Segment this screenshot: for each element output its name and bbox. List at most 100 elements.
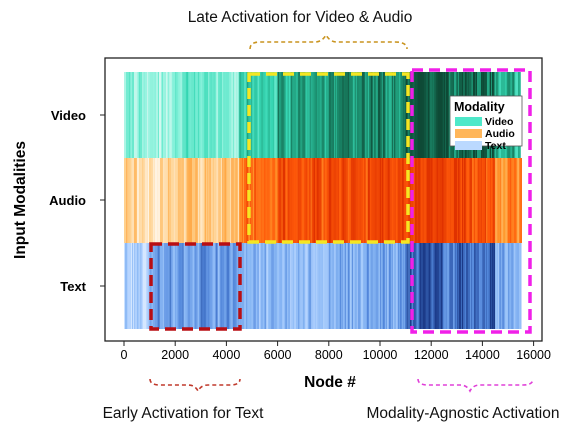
x-axis-ticks: 0 2000 4000 6000 8000 10000 12000 14000 16000 xyxy=(121,341,551,362)
heat-streak-video xyxy=(129,72,131,158)
heat-streak-audio xyxy=(216,158,219,243)
heat-streak-text xyxy=(169,243,171,329)
heat-streak-audio xyxy=(488,158,491,243)
heat-streak-video xyxy=(148,72,150,158)
heat-streak-video xyxy=(422,72,424,158)
heat-streak-text xyxy=(140,243,142,329)
heat-streak-audio xyxy=(302,158,304,243)
heat-streak-video xyxy=(195,72,197,158)
heat-streak-video xyxy=(341,72,345,158)
heat-streak-video xyxy=(347,72,350,158)
legend-label-video: Video xyxy=(485,116,513,128)
heat-streak-text xyxy=(470,243,472,329)
heat-streak-video xyxy=(359,72,363,158)
heat-streak-text xyxy=(388,243,392,329)
heat-streak-audio xyxy=(278,158,282,243)
heat-streak-audio xyxy=(430,158,433,243)
heat-streak-audio xyxy=(343,158,346,243)
heat-streak-text xyxy=(188,243,190,329)
heat-streak-audio xyxy=(297,158,299,243)
heat-streak-text xyxy=(444,243,447,329)
y-tick-label-text: Text xyxy=(60,279,86,294)
heat-streak-audio xyxy=(495,158,498,243)
heat-streak-audio xyxy=(293,158,296,243)
heat-streak-audio xyxy=(205,158,207,243)
heat-streak-video xyxy=(313,72,316,158)
heat-streak-text xyxy=(242,243,244,329)
x-tick-label-16000: 16000 xyxy=(516,348,551,362)
heat-streak-video xyxy=(223,72,225,158)
heat-streak-video xyxy=(132,72,135,158)
heat-streak-text xyxy=(382,243,386,329)
heat-streak-audio xyxy=(444,158,446,243)
heat-streak-audio xyxy=(153,158,155,243)
heat-streak-video xyxy=(355,72,357,158)
heat-streak-text xyxy=(505,243,508,329)
heat-streak-text xyxy=(307,243,309,329)
heat-streak-video xyxy=(404,72,406,158)
heat-streak-video xyxy=(324,72,327,158)
heat-streak-video xyxy=(306,72,309,158)
heat-streak-video xyxy=(252,72,255,158)
heat-streak-text xyxy=(134,243,136,329)
heat-streak-video xyxy=(398,72,401,158)
heat-streak-video xyxy=(220,72,222,158)
heat-streak-text xyxy=(399,243,402,329)
heat-streak-video xyxy=(236,72,238,158)
heat-streak-text xyxy=(303,243,305,329)
heat-streak-audio xyxy=(298,158,302,243)
heat-streak-audio xyxy=(498,158,501,243)
heat-streak-video xyxy=(415,72,419,158)
heat-streak-audio xyxy=(423,158,427,243)
brace-early-activation xyxy=(149,378,241,393)
heat-streak-audio xyxy=(267,158,269,243)
heat-streak-text xyxy=(305,243,308,329)
heat-streak-audio xyxy=(192,158,195,243)
heat-streak-video xyxy=(194,72,196,158)
heat-streak-audio xyxy=(470,158,473,243)
heat-streak-audio xyxy=(250,158,252,243)
heat-streak-text xyxy=(352,243,355,329)
x-tick-label-4000: 4000 xyxy=(212,348,240,362)
legend-label-audio: Audio xyxy=(485,128,515,140)
heat-streak-video xyxy=(427,72,429,158)
heat-streak-video xyxy=(321,72,325,158)
heat-streak-text xyxy=(509,243,512,329)
heat-streak-audio xyxy=(374,158,377,243)
heat-streak-audio xyxy=(226,158,229,243)
heat-streak-text xyxy=(347,243,350,329)
heat-streak-audio xyxy=(220,158,222,243)
heat-streak-text xyxy=(247,243,251,329)
heat-streak-audio xyxy=(369,158,372,243)
heat-streak-text xyxy=(453,243,455,329)
heat-streak-text xyxy=(391,243,393,329)
heat-streak-audio xyxy=(381,158,384,243)
heat-streak-video xyxy=(429,72,433,158)
heat-streak-text xyxy=(370,243,374,329)
heat-streak-video xyxy=(328,72,332,158)
heat-streak-audio xyxy=(517,158,520,243)
heat-streak-audio xyxy=(296,158,299,243)
heat-streak-video xyxy=(241,72,243,158)
heat-streak-audio xyxy=(155,158,158,243)
heat-streak-audio xyxy=(503,158,507,243)
heat-streak-audio xyxy=(433,158,435,243)
heat-streak-video xyxy=(349,72,353,158)
heat-streak-text xyxy=(334,243,336,329)
heat-streak-video xyxy=(237,72,239,158)
heat-streak-audio xyxy=(458,158,460,243)
heat-streak-text xyxy=(353,243,356,329)
heat-streak-audio xyxy=(441,158,445,243)
heat-streak-video xyxy=(173,72,175,158)
heat-streak-text xyxy=(309,243,312,329)
heat-streak-audio xyxy=(163,158,165,243)
heat-streak-video xyxy=(296,72,298,158)
legend: Modality Video Audio Text xyxy=(449,95,523,152)
heat-streak-text xyxy=(128,243,131,329)
heat-streak-video xyxy=(126,72,129,158)
heat-streak-audio xyxy=(211,158,213,243)
heat-streak-audio xyxy=(426,158,430,243)
heat-streak-audio xyxy=(275,158,278,243)
heat-streak-text xyxy=(339,243,341,329)
heat-streak-audio xyxy=(285,158,288,243)
